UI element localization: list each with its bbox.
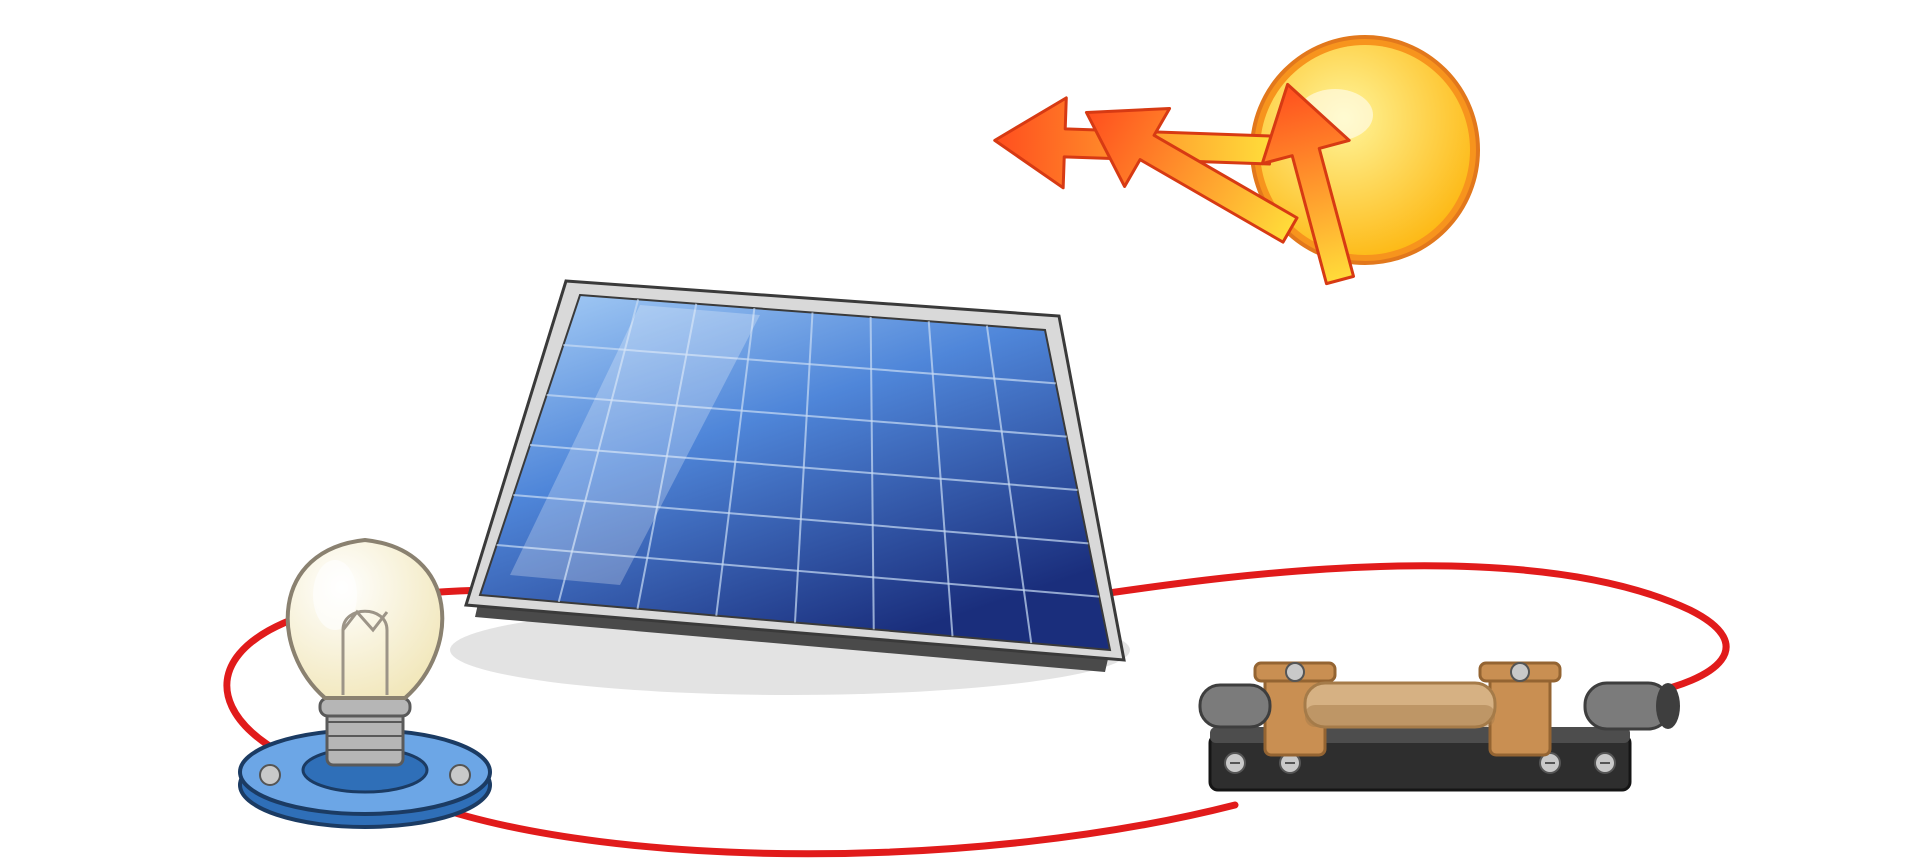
wire-fuse-to-bulb (430, 805, 1235, 854)
wire-panel-to-fuse (1095, 566, 1726, 695)
solar-circuit-diagram (0, 0, 1920, 868)
light-bulb (240, 540, 490, 827)
fuse-component (1200, 663, 1680, 790)
solar-panel (466, 281, 1124, 672)
